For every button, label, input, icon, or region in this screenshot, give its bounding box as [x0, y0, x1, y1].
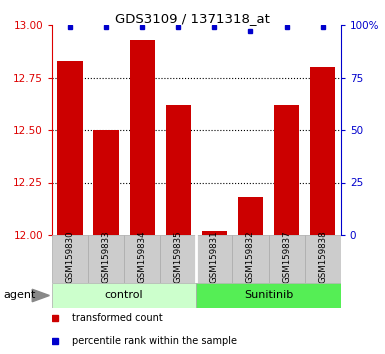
Bar: [52, 235, 88, 283]
Bar: [130, 40, 155, 235]
Bar: [124, 235, 160, 283]
Text: GSM159833: GSM159833: [102, 230, 110, 283]
Bar: [94, 130, 119, 235]
Text: GSM159838: GSM159838: [318, 230, 327, 283]
Bar: [238, 197, 263, 235]
Text: agent: agent: [4, 291, 36, 301]
Text: GSM159830: GSM159830: [65, 230, 75, 283]
Bar: [310, 67, 335, 235]
Text: GSM159835: GSM159835: [174, 230, 183, 283]
Text: control: control: [105, 291, 144, 301]
Bar: [202, 231, 227, 235]
Text: GSM159834: GSM159834: [138, 230, 147, 283]
Polygon shape: [32, 289, 49, 302]
Text: GDS3109 / 1371318_at: GDS3109 / 1371318_at: [115, 12, 270, 25]
Text: GSM159832: GSM159832: [246, 230, 255, 283]
Bar: [269, 235, 305, 283]
Text: GSM159837: GSM159837: [282, 230, 291, 283]
Bar: [305, 235, 341, 283]
Bar: [57, 61, 83, 235]
Bar: [52, 283, 196, 308]
Bar: [233, 235, 269, 283]
Text: percentile rank within the sample: percentile rank within the sample: [72, 336, 237, 346]
Text: Sunitinib: Sunitinib: [244, 291, 293, 301]
Text: GSM159831: GSM159831: [210, 230, 219, 283]
Bar: [274, 105, 299, 235]
Text: transformed count: transformed count: [72, 313, 163, 323]
Bar: [88, 235, 124, 283]
Bar: [196, 283, 341, 308]
Bar: [166, 105, 191, 235]
Bar: [160, 235, 196, 283]
Bar: [196, 235, 233, 283]
